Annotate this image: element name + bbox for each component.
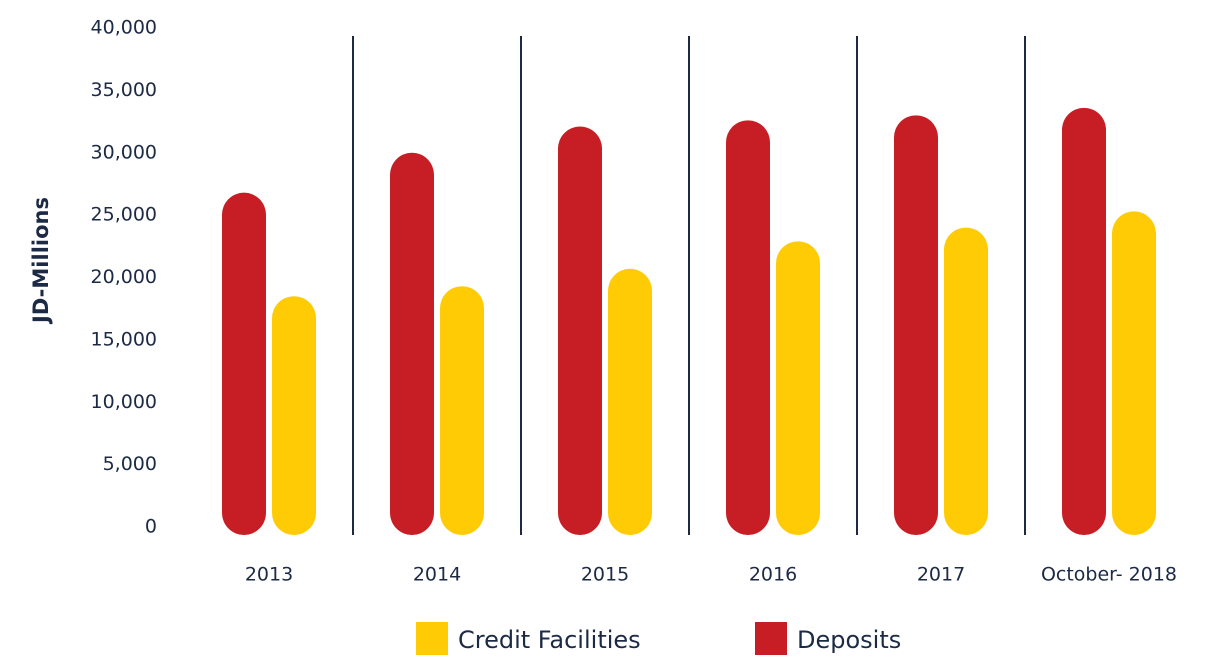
y-tick-label: 5,000 — [103, 453, 157, 475]
legend-swatch — [416, 622, 448, 655]
x-tick-label: 2017 — [917, 564, 965, 586]
y-tick-label: 15,000 — [91, 328, 157, 350]
bar — [894, 115, 938, 535]
y-tick-label: 40,000 — [91, 17, 157, 39]
bar — [1112, 211, 1156, 535]
bar — [390, 152, 434, 535]
legend-text: Credit Facilities — [458, 626, 641, 654]
x-tick-label: October- 2018 — [1041, 564, 1177, 586]
x-tick-label: 2015 — [581, 564, 629, 586]
bar — [440, 286, 484, 535]
bar — [222, 192, 266, 536]
x-tick-label: 2016 — [749, 564, 797, 586]
bar — [776, 241, 820, 535]
bar — [558, 126, 602, 536]
bar — [272, 296, 316, 535]
x-tick-label: 2014 — [413, 564, 461, 586]
legend-text: Deposits — [797, 626, 901, 654]
legend-swatch — [755, 622, 787, 655]
y-tick-label: 25,000 — [91, 204, 157, 226]
x-tick-label: 2013 — [245, 564, 293, 586]
bar — [944, 227, 988, 535]
y-tick-label: 10,000 — [91, 391, 157, 413]
y-tick-label: 0 — [145, 516, 157, 538]
bar — [1062, 107, 1106, 535]
y-tick-label: 20,000 — [91, 266, 157, 288]
bar — [726, 120, 770, 535]
y-tick-label: 35,000 — [91, 79, 157, 101]
y-axis-title: JD-Millions — [29, 197, 53, 325]
bar — [608, 268, 652, 535]
y-tick-label: 30,000 — [91, 141, 157, 163]
